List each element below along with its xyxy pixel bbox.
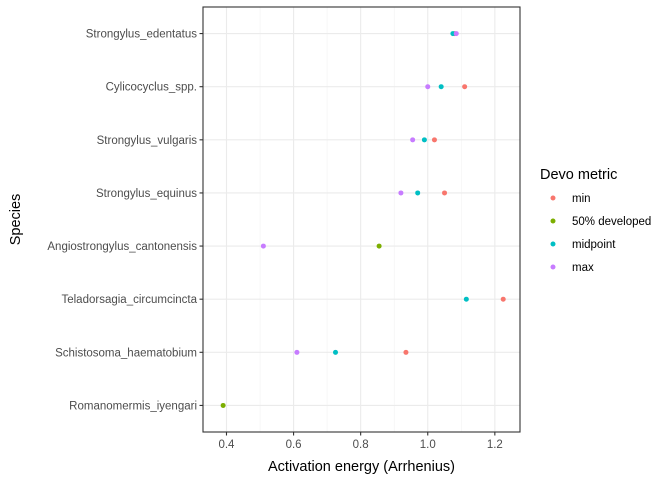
axes: Strongylus_edentatus Cylicocyclus_spp. Str…	[47, 29, 502, 451]
point-max-schistosoma-haematobium	[294, 349, 300, 355]
legend-label-50-developed: 50% developed	[572, 216, 651, 228]
y-tick-label-strongylus-edentatus: Strongylus_edentatus	[86, 29, 197, 41]
legend-key-midpoint	[550, 241, 556, 247]
legend: Devo metric min 50% developed midpoint max	[540, 167, 651, 274]
x-tick-label: 0.8	[353, 439, 369, 451]
y-tick-label-strongylus-vulgaris: Strongylus_vulgaris	[97, 135, 198, 147]
point-min-teladorsagia-circumcincta	[500, 296, 506, 302]
point-midpoint-strongylus-vulgaris	[421, 137, 427, 143]
point-50-developed-angiostrongylus-cantonensis	[376, 243, 382, 249]
point-midpoint-schistosoma-haematobium	[333, 349, 339, 355]
point-50-developed-romanomermis-iyengari	[220, 402, 226, 408]
y-tick-label-angiostrongylus-cantonensis: Angiostrongylus_cantonensis	[47, 241, 197, 253]
gridlines	[203, 7, 520, 432]
point-min-strongylus-equinus	[442, 190, 448, 196]
point-min-cylicocyclus-spp	[462, 84, 468, 90]
point-min-schistosoma-haematobium	[403, 349, 409, 355]
y-tick-label-schistosoma-haematobium: Schistosoma_haematobium	[55, 347, 197, 359]
y-tick-label-teladorsagia-circumcincta: Teladorsagia_circumcincta	[61, 294, 197, 306]
panel-border	[202, 6, 521, 433]
point-max-cylicocyclus-spp	[425, 84, 431, 90]
legend-title: Devo metric	[540, 167, 617, 183]
point-min-strongylus-vulgaris	[431, 137, 437, 143]
y-tick-label-strongylus-equinus: Strongylus_equinus	[96, 188, 197, 200]
legend-label-max: max	[572, 262, 594, 274]
legend-label-min: min	[572, 193, 591, 205]
x-tick-label: 1.0	[420, 439, 436, 451]
x-tick-label: 0.6	[286, 439, 302, 451]
y-axis-title: Species	[8, 194, 24, 246]
y-tick-label-cylicocyclus-spp: Cylicocyclus_spp.	[106, 82, 197, 94]
legend-key-max	[550, 264, 556, 270]
point-max-strongylus-edentatus	[453, 31, 459, 37]
legend-key-min	[550, 195, 556, 201]
point-midpoint-cylicocyclus-spp	[438, 84, 444, 90]
point-midpoint-strongylus-equinus	[415, 190, 421, 196]
x-tick-label: 0.4	[218, 439, 235, 451]
x-axis-title: Activation energy (Arrhenius)	[268, 459, 455, 475]
x-tick-label: 1.2	[487, 439, 503, 451]
point-max-strongylus-vulgaris	[410, 137, 416, 143]
point-max-strongylus-equinus	[398, 190, 404, 196]
point-midpoint-teladorsagia-circumcincta	[463, 296, 469, 302]
legend-key-50-developed	[550, 218, 556, 224]
legend-label-midpoint: midpoint	[572, 239, 616, 251]
data-points	[220, 31, 506, 408]
point-max-angiostrongylus-cantonensis	[260, 243, 266, 249]
y-tick-label-romanomermis-iyengari: Romanomermis_iyengari	[69, 400, 197, 412]
